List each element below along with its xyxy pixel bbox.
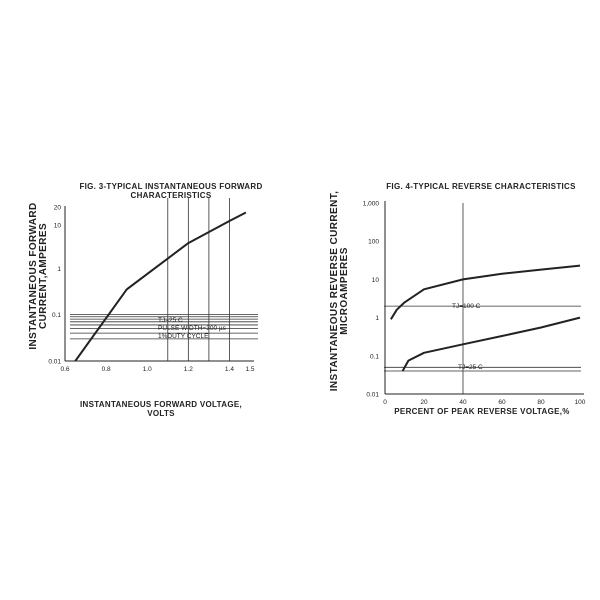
fig4-y-tick-label: 0.1 [370, 353, 379, 360]
fig4-x-axis-title: PERCENT OF PEAK REVERSE VOLTAGE,% [394, 407, 569, 416]
fig3-y-axis-title-line1: INSTANTANEOUS FORWARD [28, 202, 39, 349]
fig3-y-axis-title-line2: CURRENT,AMPERES [38, 223, 49, 329]
fig3-x-tick-label: 1.2 [184, 366, 193, 373]
fig4-y-axis-title-line2: MICROAMPERES [339, 247, 350, 335]
fig3-x-tick-label: 1.5 [245, 366, 254, 373]
fig3-title-line1: FIG. 3-TYPICAL INSTANTANEOUS FORWARD [79, 182, 262, 191]
fig4-y-tick-label: 1 [375, 315, 379, 322]
fig4-y-tick-label: 0.01 [366, 392, 379, 399]
fig3-axes [64, 206, 254, 362]
fig4-x-tick-label: 20 [420, 399, 428, 406]
fig3-annotation-temp: TJ=25 C [158, 317, 183, 324]
fig3-y-tick-label: 0.1 [52, 312, 61, 319]
fig3-series [74, 211, 247, 362]
fig4-x-tick-label: 0 [383, 399, 387, 406]
fig3-y-tick-label: 10 [54, 222, 62, 229]
fig3-chart: FIG. 3-TYPICAL INSTANTANEOUS FORWARD CHA… [28, 182, 262, 418]
fig4-y-axis-title-line1: INSTANTANEOUS REVERSE CURRENT, [329, 191, 340, 392]
fig4-x-tick-label: 40 [459, 399, 467, 406]
fig4-y-tick-label: 100 [368, 239, 379, 246]
fig4-gridlines [384, 203, 581, 394]
fig3-y-tick-label: 0.01 [48, 359, 61, 366]
fig4-y-tick-label: 10 [372, 277, 380, 284]
fig3-gridlines [70, 198, 258, 361]
fig3-x-axis-title-line2: VOLTS [147, 409, 175, 418]
fig3-x-tick-label: 0.8 [102, 366, 111, 373]
fig4-title: FIG. 4-TYPICAL REVERSE CHARACTERISTICS [386, 182, 576, 191]
fig3-annotation-pulse: PULSE WIDTH=300 µs [158, 325, 227, 332]
fig4-x-tick-label: 80 [537, 399, 545, 406]
fig4-axes [384, 201, 584, 395]
fig4-y-tick-label: 1,000 [363, 201, 380, 208]
fig3-x-tick-label: 0.6 [60, 366, 69, 373]
fig3-tick-labels: 0.6 0.8 1.0 1.2 1.4 1.5 0.01 0.1 1 10 20 [48, 205, 255, 374]
fig3-x-axis-title-line1: INSTANTANEOUS FORWARD VOLTAGE, [80, 400, 242, 409]
fig4-chart: FIG. 4-TYPICAL REVERSE CHARACTERISTICS 0… [329, 182, 586, 416]
fig4-tick-labels: 0 20 40 60 80 100 0.01 0.1 1 10 100 1,000 [363, 201, 586, 407]
fig4-annotation-tj100: TJ=100 C [452, 303, 481, 310]
fig3-title-line2: CHARACTERISTICS [131, 191, 212, 200]
fig4-series [390, 264, 581, 372]
fig3-series-0-line [74, 211, 247, 362]
fig3-x-tick-label: 1.0 [143, 366, 152, 373]
fig4-x-tick-label: 60 [498, 399, 506, 406]
fig3-y-tick-label: 20 [54, 205, 62, 212]
fig3-x-tick-label: 1.4 [225, 366, 234, 373]
fig4-x-tick-label: 100 [575, 399, 586, 406]
fig3-y-tick-label: 1 [57, 266, 61, 273]
fig4-series-1-line [401, 316, 581, 372]
fig4-series-0-line [390, 264, 581, 320]
fig4-annotation-tj25: TJ=25 C [458, 364, 483, 371]
fig3-annotation-duty: 1%DUTY CYCLE [158, 333, 209, 340]
